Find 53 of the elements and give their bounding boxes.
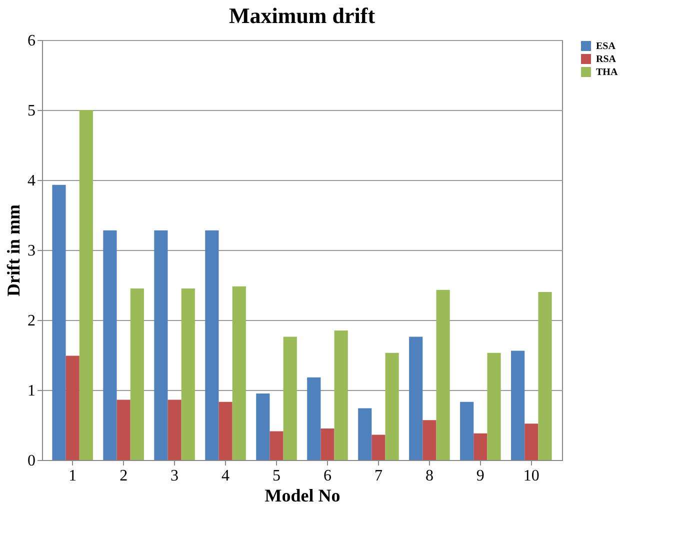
bar [270, 431, 284, 460]
y-tick-label: 5 [28, 102, 36, 120]
legend-label: RSA [596, 54, 617, 65]
x-tick-label: 10 [523, 468, 540, 484]
y-axis-title: Drift in mm [4, 204, 24, 296]
bar [320, 428, 334, 460]
bar [538, 292, 552, 460]
x-tick-label: 6 [323, 468, 332, 484]
bar [511, 350, 525, 460]
legend-label: ESA [596, 41, 616, 52]
y-tick-label: 4 [28, 172, 36, 190]
bar [474, 433, 488, 460]
bar [232, 286, 246, 460]
bar [256, 394, 270, 460]
chart-title: Maximum drift [228, 3, 376, 28]
y-tick-label: 1 [28, 382, 36, 400]
bar [116, 400, 130, 460]
y-tick-label: 0 [28, 452, 36, 470]
bar [334, 330, 348, 460]
legend-label: THA [596, 67, 618, 78]
x-tick-label: 7 [374, 468, 382, 484]
bar [436, 290, 450, 460]
y-tick-label: 2 [28, 312, 36, 330]
bar [103, 230, 117, 460]
bar [52, 184, 66, 460]
x-tick-label: 5 [272, 468, 281, 484]
bar [66, 356, 80, 460]
x-tick-label: 8 [425, 468, 434, 484]
bar [205, 230, 219, 460]
x-tick-label: 1 [68, 468, 77, 484]
bar [283, 336, 297, 460]
y-tick-label: 6 [28, 32, 36, 50]
bar [154, 230, 168, 460]
bar [372, 434, 386, 460]
bar [307, 377, 321, 460]
bar [218, 402, 232, 460]
bar [409, 336, 423, 460]
x-tick-label: 9 [476, 468, 484, 484]
bar [487, 352, 501, 460]
bar [168, 400, 182, 460]
bar [460, 402, 474, 460]
bar [79, 110, 93, 460]
bar [422, 420, 436, 460]
bar [358, 408, 372, 460]
bar [130, 288, 144, 460]
bar [181, 288, 195, 460]
x-tick-label: 4 [222, 468, 230, 484]
bar [524, 424, 538, 460]
bar [385, 352, 399, 460]
y-tick-label: 3 [28, 242, 36, 260]
x-axis-title: Model No [264, 486, 340, 506]
x-tick-label: 3 [170, 468, 179, 484]
x-tick-label: 2 [120, 468, 128, 484]
